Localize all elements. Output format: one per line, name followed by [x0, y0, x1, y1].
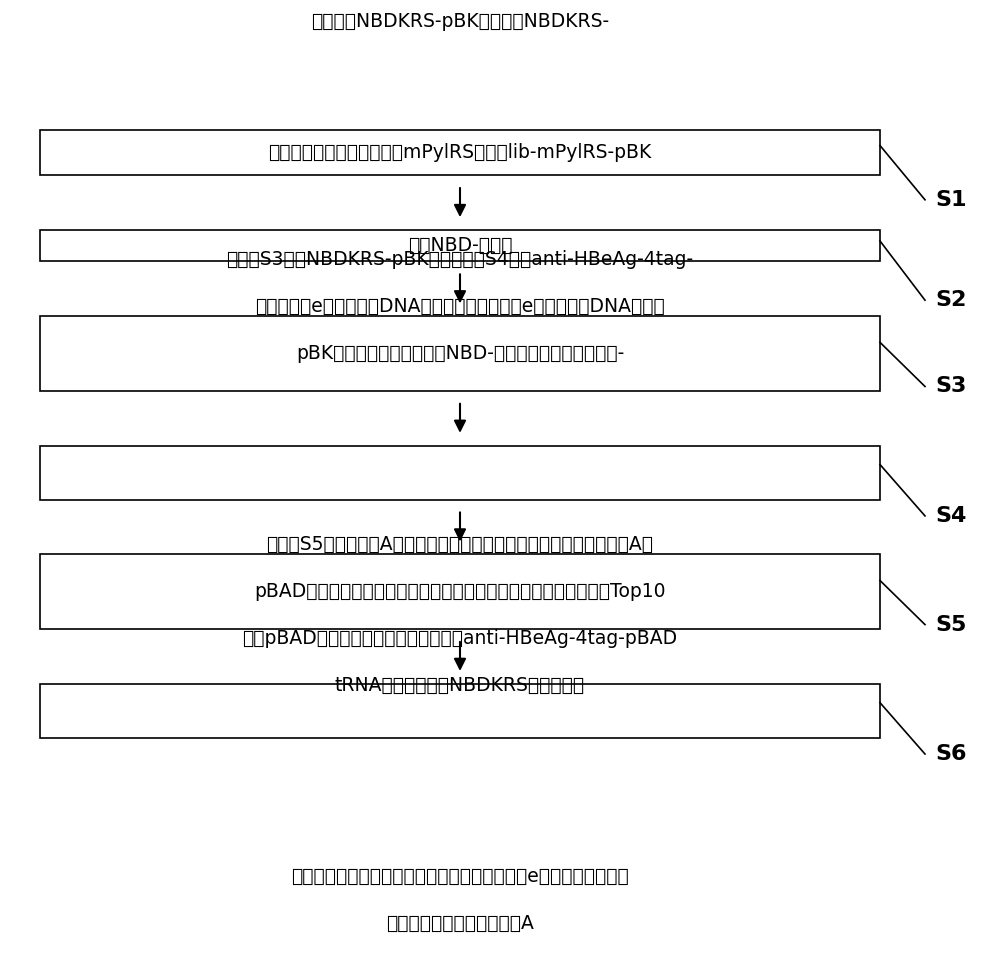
- Text: pBK质粒包括能够特异识别NBD-赖氨酸的吡咯赖氨酸氨酰-: pBK质粒包括能够特异识别NBD-赖氨酸的吡咯赖氨酸氨酰-: [296, 344, 624, 363]
- Text: S6: S6: [935, 744, 966, 764]
- Text: 行培养、离心、超声破碎以及柱纯化得到抗乙肝e抗原红色荧光抗体: 行培养、离心、超声破碎以及柱纯化得到抗乙肝e抗原红色荧光抗体: [291, 867, 629, 886]
- Text: S2: S2: [935, 291, 966, 310]
- Text: S3: S3: [935, 377, 966, 397]
- Text: S4: S4: [935, 506, 966, 526]
- FancyBboxPatch shape: [40, 445, 880, 500]
- FancyBboxPatch shape: [40, 130, 880, 175]
- Text: 获得NBD-赖氨酸: 获得NBD-赖氨酸: [408, 236, 512, 255]
- FancyBboxPatch shape: [40, 554, 880, 629]
- Text: 获得甲烷马氏甲烷八叠球菌mPylRS突变库lib-mPylRS-pBK: 获得甲烷马氏甲烷八叠球菌mPylRS突变库lib-mPylRS-pBK: [268, 142, 652, 162]
- Text: 将步骤S3中的NBDKRS-pBK质粒和步骤S4中的anti-HBeAg-4tag-: 将步骤S3中的NBDKRS-pBK质粒和步骤S4中的anti-HBeAg-4ta…: [226, 250, 694, 270]
- Text: 将步骤S5获得的菌株A接种培养，在培养基中添加特定的物质，对菌株A进: 将步骤S5获得的菌株A接种培养，在培养基中添加特定的物质，对菌株A进: [266, 535, 654, 554]
- Text: 质粒pBAD重组，获得大肠杆菌表达质粒anti-HBeAg-4tag-pBAD: 质粒pBAD重组，获得大肠杆菌表达质粒anti-HBeAg-4tag-pBAD: [242, 629, 678, 648]
- FancyBboxPatch shape: [40, 230, 880, 262]
- Text: 合成抗乙肝e抗原抗体的DNA序列，将所述抗乙肝e抗原抗体的DNA序列与: 合成抗乙肝e抗原抗体的DNA序列，将所述抗乙肝e抗原抗体的DNA序列与: [255, 297, 665, 316]
- Text: 中，经抗性筛选，获得菌株A: 中，经抗性筛选，获得菌株A: [386, 914, 534, 933]
- Text: pBAD质粒按照第一预设比例混合，经过电击转化，导入到大肠杆菌Top10: pBAD质粒按照第一预设比例混合，经过电击转化，导入到大肠杆菌Top10: [254, 582, 666, 601]
- Text: S5: S5: [935, 615, 966, 635]
- Text: S1: S1: [935, 190, 966, 209]
- Text: 筛选获得NBDKRS-pBK质粒，该NBDKRS-: 筛选获得NBDKRS-pBK质粒，该NBDKRS-: [311, 12, 609, 32]
- FancyBboxPatch shape: [40, 316, 880, 391]
- Text: tRNA合成酶突变体NBDKRS的基因序列: tRNA合成酶突变体NBDKRS的基因序列: [335, 676, 585, 695]
- FancyBboxPatch shape: [40, 684, 880, 738]
